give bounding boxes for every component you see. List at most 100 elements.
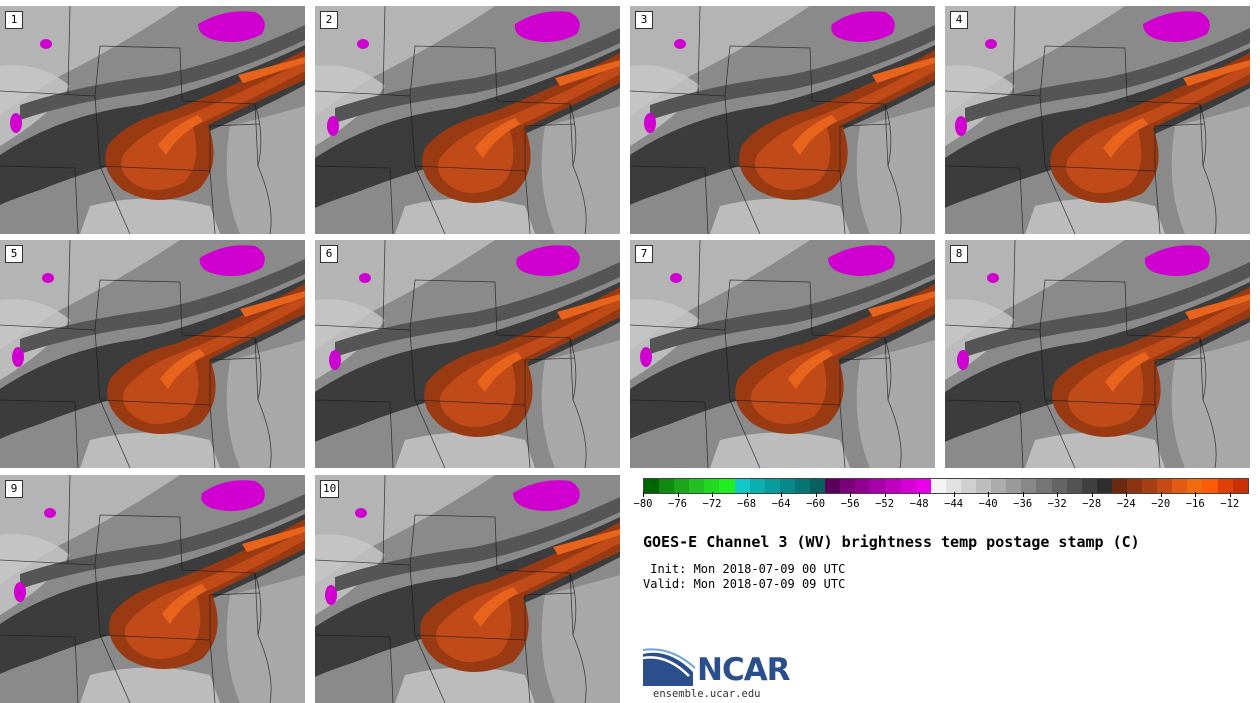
colorbar-tick — [815, 492, 817, 497]
member-number-label: 1 — [5, 11, 23, 29]
colorbar-tick — [988, 492, 990, 497]
ensemble-member-panel: 9 — [0, 475, 305, 703]
colorbar-segment — [674, 479, 690, 493]
member-number-label: 3 — [635, 11, 653, 29]
colorbar-segment — [855, 479, 871, 493]
colorbar-segment — [1157, 479, 1173, 493]
colorbar — [643, 478, 1249, 494]
colorbar-segment — [915, 479, 931, 493]
colorbar-segment — [1051, 479, 1067, 493]
colorbar-tick-label: −12 — [1220, 498, 1240, 510]
colorbar-segment — [960, 479, 977, 493]
colorbar-tick — [1195, 492, 1197, 497]
colorbar-segment — [810, 479, 826, 493]
colorbar-tick-label: −80 — [633, 498, 653, 510]
member-number-label: 4 — [950, 11, 968, 29]
colorbar-segment — [1127, 479, 1143, 493]
colorbar-segment — [704, 479, 720, 493]
colorbar-segment — [1111, 479, 1127, 493]
ensemble-member-panel: 6 — [315, 240, 620, 468]
colorbar-tick-label: −28 — [1082, 498, 1102, 510]
plot-title: GOES-E Channel 3 (WV) brightness temp po… — [643, 533, 1140, 551]
colorbar-segment — [734, 479, 750, 493]
colorbar-tick — [712, 492, 714, 497]
colorbar-tick — [1160, 492, 1162, 497]
colorbar-segment — [779, 479, 795, 493]
ensemble-member-panel: 7 — [630, 240, 935, 468]
ensemble-member-panel: 10 — [315, 475, 620, 703]
colorbar-segment — [840, 479, 856, 493]
member-number-label: 5 — [5, 245, 23, 263]
member-number-label: 7 — [635, 245, 653, 263]
colorbar-segment — [749, 479, 765, 493]
ensemble-member-panel: 4 — [945, 6, 1250, 234]
colorbar-segment — [900, 479, 916, 493]
colorbar-tick — [1229, 492, 1231, 497]
member-number-label: 2 — [320, 11, 338, 29]
colorbar-tick — [1057, 492, 1059, 497]
colorbar-tick-label: −60 — [806, 498, 826, 510]
colorbar-segment — [870, 479, 886, 493]
colorbar-tick — [1022, 492, 1024, 497]
member-number-label: 10 — [320, 480, 340, 498]
colorbar-tick — [953, 492, 955, 497]
colorbar-tick-label: −16 — [1185, 498, 1205, 510]
init-time: Init: Mon 2018-07-09 00 UTC — [643, 562, 846, 576]
colorbar-tick-label: −72 — [702, 498, 722, 510]
colorbar-tick — [884, 492, 886, 497]
colorbar-segment — [1187, 479, 1203, 493]
colorbar-tick-label: −56 — [840, 498, 860, 510]
colorbar-segment — [1096, 479, 1112, 493]
colorbar-tick-label: −44 — [944, 498, 964, 510]
colorbar-tick-label: −64 — [771, 498, 791, 510]
colorbar-tick-label: −52 — [875, 498, 895, 510]
colorbar-tick-label: −68 — [737, 498, 757, 510]
ncar-logo-icon — [643, 648, 696, 686]
colorbar-tick-label: −20 — [1151, 498, 1171, 510]
colorbar-segment — [1081, 479, 1097, 493]
colorbar-segment — [1217, 479, 1233, 493]
colorbar-segment — [991, 479, 1007, 493]
colorbar-segment — [945, 479, 961, 493]
colorbar-tick — [1126, 492, 1128, 497]
colorbar-segment — [1172, 479, 1188, 493]
colorbar-segment — [930, 479, 946, 493]
colorbar-segment — [719, 479, 735, 493]
valid-time: Valid: Mon 2018-07-09 09 UTC — [643, 577, 846, 591]
colorbar-tick-label: −76 — [668, 498, 687, 510]
member-number-label: 6 — [320, 245, 338, 263]
ensemble-member-panel: 3 — [630, 6, 935, 234]
colorbar-tick — [643, 492, 644, 497]
colorbar-segment — [794, 479, 811, 493]
colorbar-segment — [976, 479, 992, 493]
colorbar-tick — [746, 492, 748, 497]
colorbar-segment — [1202, 479, 1218, 493]
colorbar-segment — [1066, 479, 1082, 493]
colorbar-segment — [1021, 479, 1037, 493]
colorbar-segment — [825, 479, 841, 493]
colorbar-segment — [1036, 479, 1052, 493]
colorbar-segment — [689, 479, 705, 493]
colorbar-tick-label: −32 — [1047, 498, 1067, 510]
colorbar-tick — [1091, 492, 1093, 497]
colorbar-tick-label: −48 — [909, 498, 929, 510]
colorbar-tick-label: −24 — [1116, 498, 1136, 510]
logo-url: ensemble.ucar.edu — [653, 688, 761, 700]
member-number-label: 8 — [950, 245, 968, 263]
colorbar-tick — [781, 492, 783, 497]
member-number-label: 9 — [5, 480, 23, 498]
colorbar-segment — [1142, 479, 1158, 493]
colorbar-tick-label: −36 — [1013, 498, 1033, 510]
ncar-logo-text: NCAR — [697, 652, 791, 688]
ensemble-member-panel: 2 — [315, 6, 620, 234]
colorbar-segment — [1006, 479, 1022, 493]
colorbar-tick — [919, 492, 921, 497]
ensemble-member-panel: 8 — [945, 240, 1250, 468]
colorbar-segment — [885, 479, 901, 493]
ensemble-member-panel: 1 — [0, 6, 305, 234]
colorbar-segment — [659, 479, 675, 493]
colorbar-tick-label: −40 — [978, 498, 998, 510]
ensemble-member-panel: 5 — [0, 240, 305, 468]
colorbar-segment — [1232, 479, 1248, 493]
colorbar-tick — [850, 492, 852, 497]
